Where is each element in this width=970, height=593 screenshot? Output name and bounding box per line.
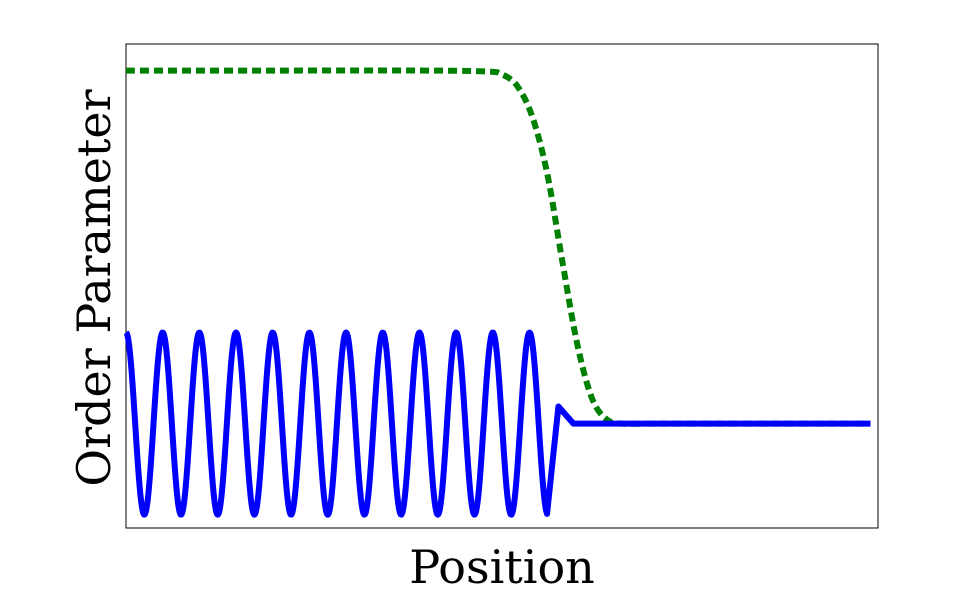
series-line-blue-solid [123, 329, 871, 518]
x-axis-label: Position [409, 540, 595, 593]
y-axis-label: Order Parameter [67, 89, 121, 486]
plot-area-frame [125, 43, 879, 529]
series-layer [123, 67, 871, 518]
